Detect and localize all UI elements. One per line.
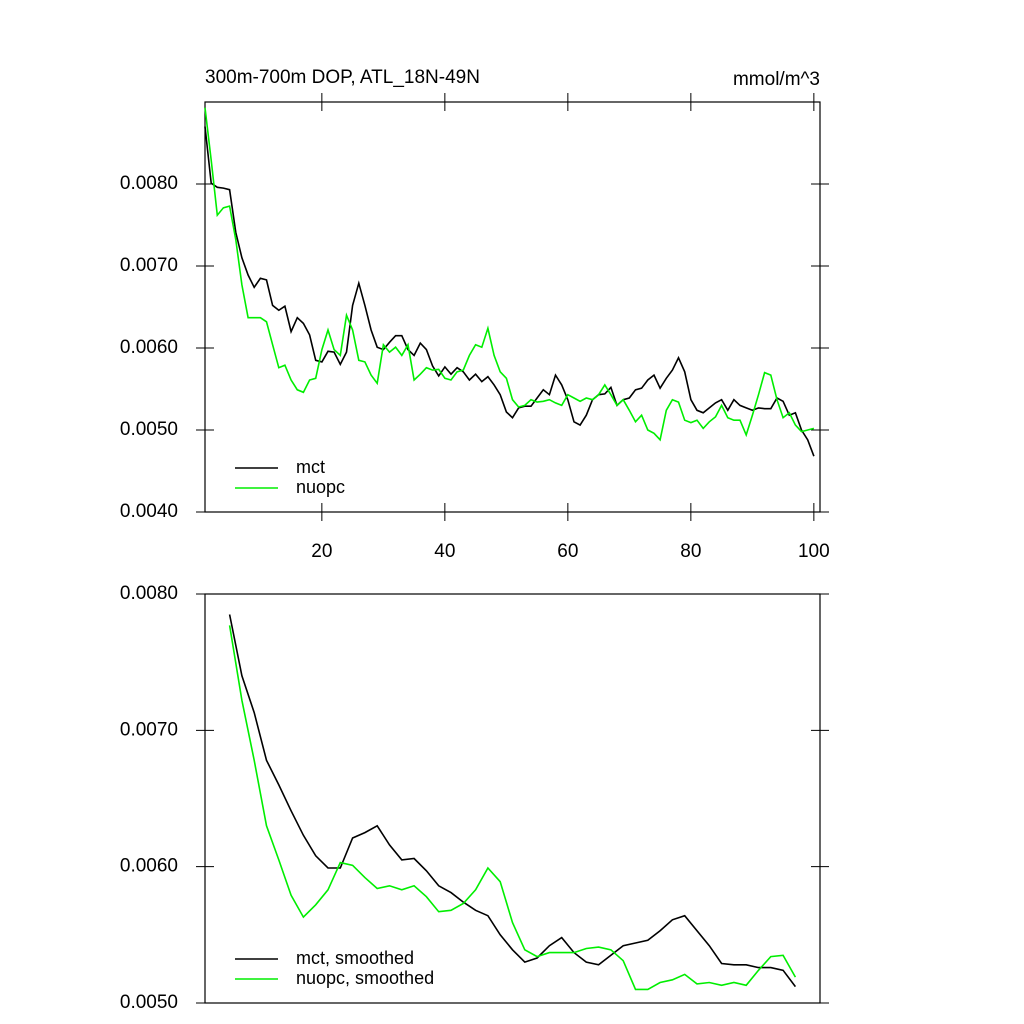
series-line [228, 625, 797, 991]
x-tick-label: 20 [311, 541, 332, 562]
y-tick-label: 0.0060 [120, 856, 178, 877]
series-line [228, 614, 797, 988]
y-tick-label: 0.0050 [120, 419, 178, 440]
x-tick-label: 80 [680, 541, 701, 562]
x-tick-label: 40 [434, 541, 455, 562]
legend-label: nuopc [296, 477, 345, 497]
legend-label: mct, smoothed [296, 948, 414, 968]
plot-frame [204, 101, 821, 513]
y-tick-label: 0.0080 [120, 583, 178, 604]
units-label: mmol/m^3 [733, 69, 820, 90]
series-line [204, 126, 815, 457]
y-tick-label: 0.0070 [120, 719, 178, 740]
x-tick-label: 100 [798, 541, 830, 562]
chart-title: 300m-700m DOP, ATL_18N-49N [205, 67, 480, 88]
y-tick-label: 0.0040 [120, 501, 178, 522]
legend-label: mct [296, 457, 325, 477]
x-tick-label: 60 [557, 541, 578, 562]
y-tick-label: 0.0080 [120, 173, 178, 194]
y-tick-label: 0.0070 [120, 255, 178, 276]
series-line [204, 107, 815, 442]
plot-frame [204, 593, 821, 1004]
legend-label: nuopc, smoothed [296, 968, 434, 988]
y-tick-label: 0.0060 [120, 337, 178, 358]
y-tick-label: 0.0050 [120, 992, 178, 1013]
